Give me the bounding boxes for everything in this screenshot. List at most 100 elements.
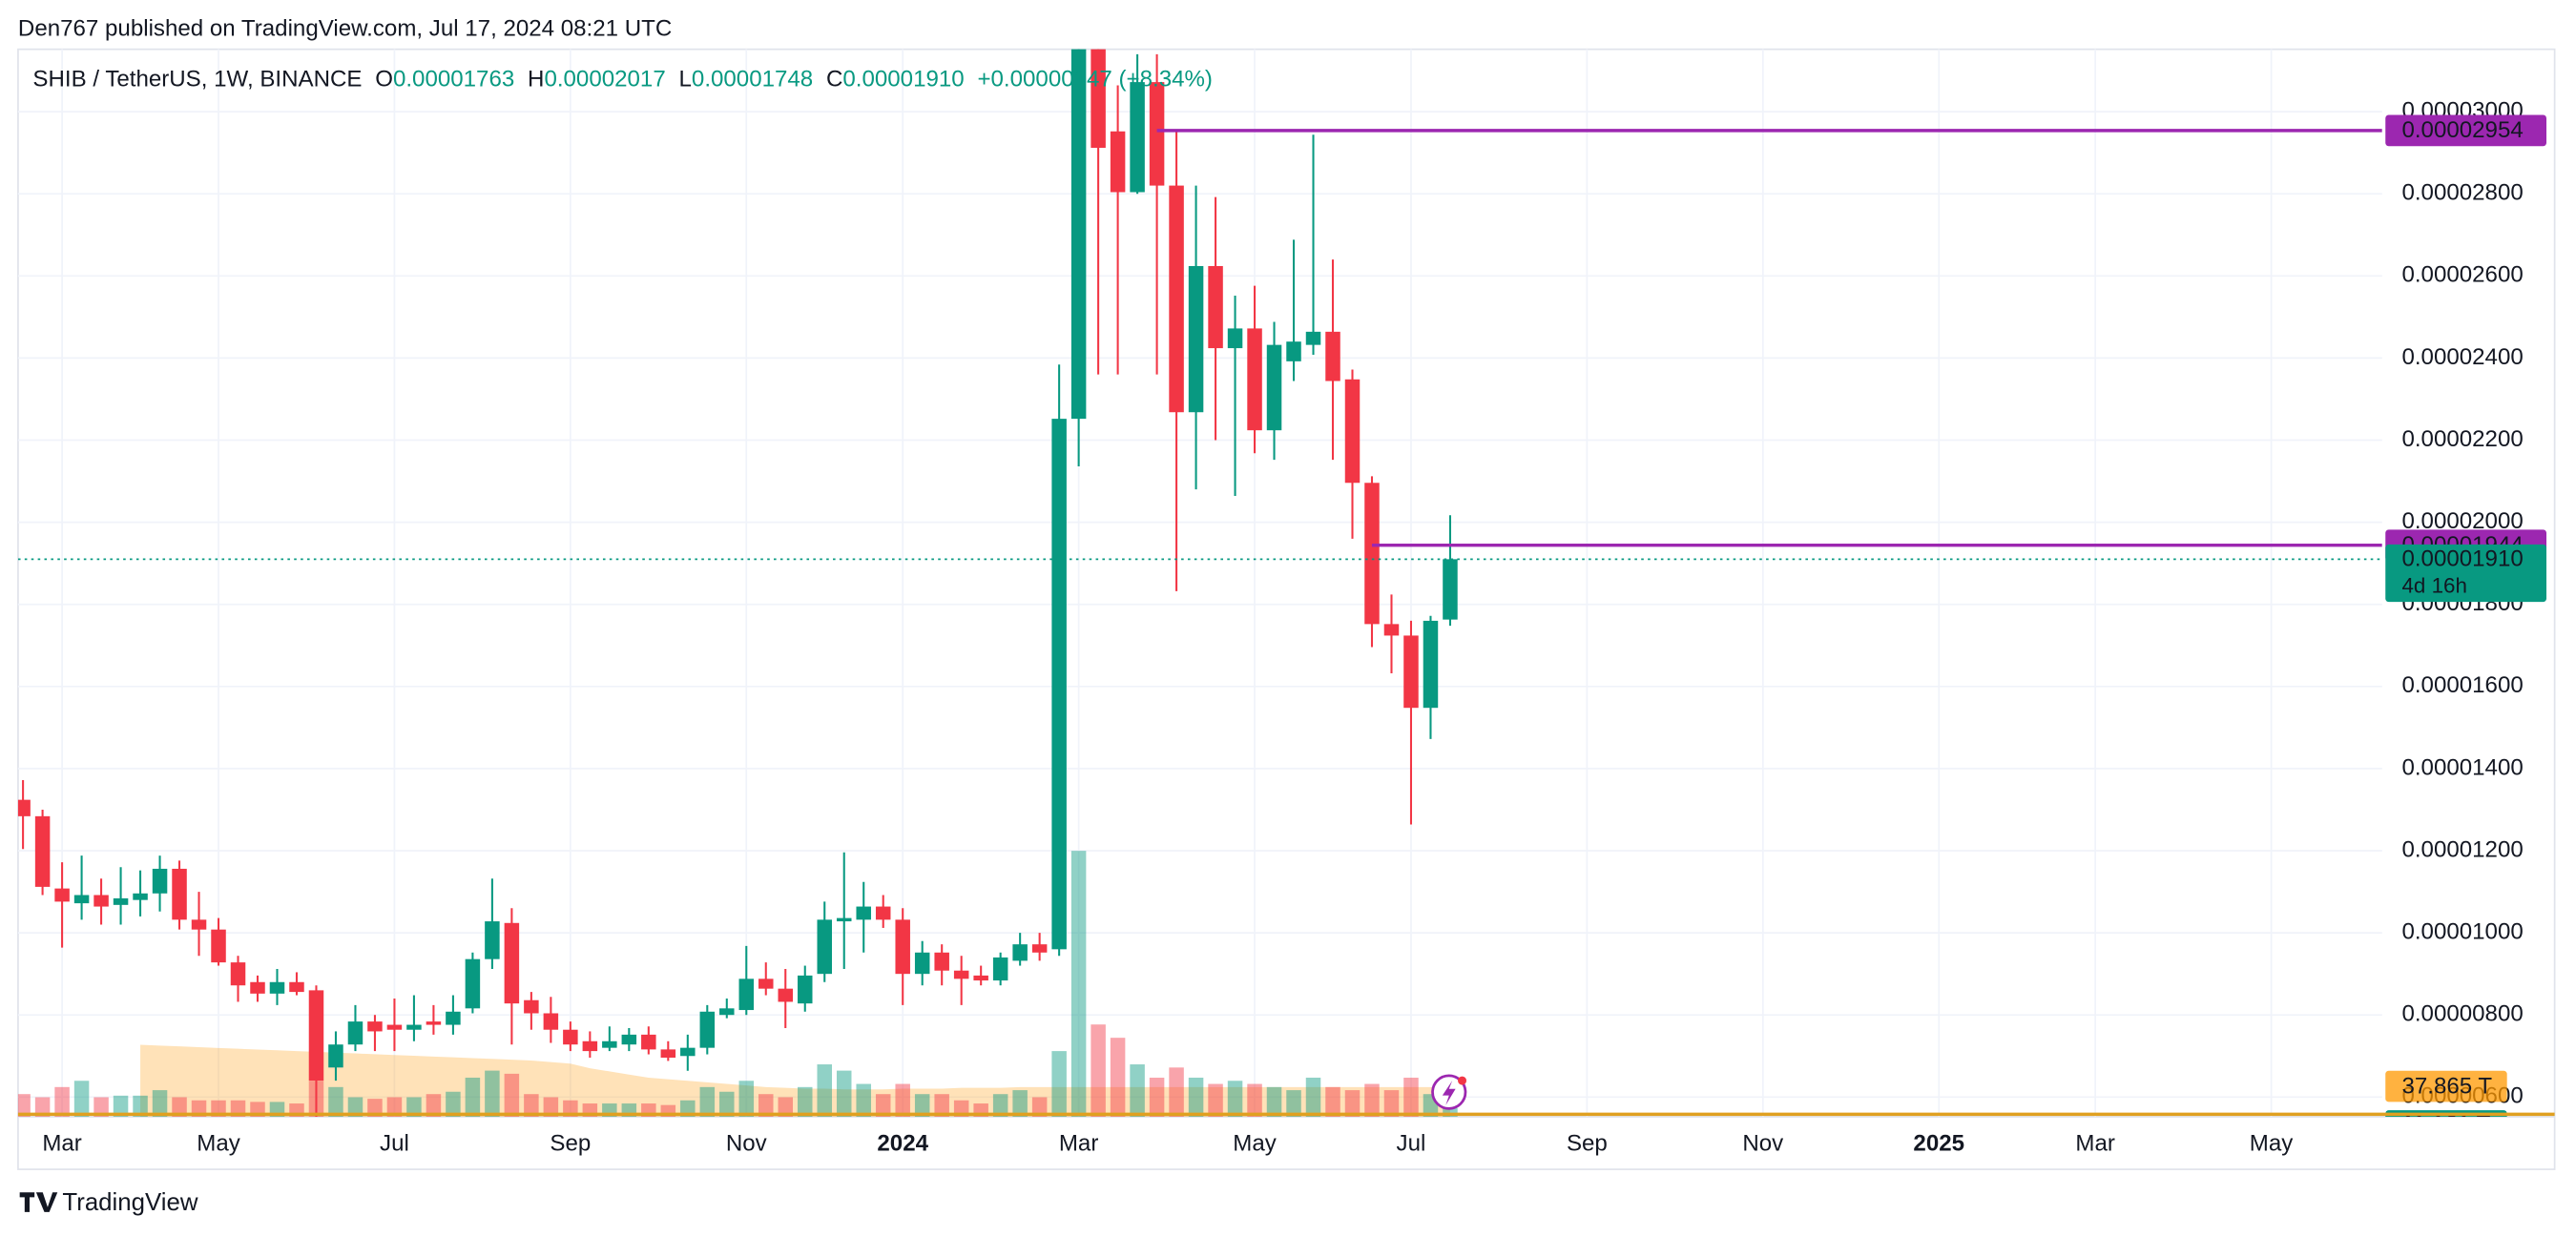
x-tick-label: Mar bbox=[2075, 1131, 2114, 1157]
volume-bar bbox=[719, 1091, 735, 1117]
x-tick-label: Nov bbox=[1742, 1131, 1783, 1157]
candle-body bbox=[641, 1034, 656, 1050]
volume-bar bbox=[133, 1095, 148, 1117]
y-tick-label: 0.00001200 bbox=[2401, 836, 2523, 862]
candle-body bbox=[1110, 131, 1126, 193]
candle-body bbox=[1344, 379, 1361, 484]
candle-body bbox=[93, 895, 109, 907]
candle-body bbox=[1423, 620, 1439, 709]
volume-bar bbox=[367, 1099, 383, 1117]
volume-bar bbox=[328, 1086, 343, 1117]
candle-body bbox=[1325, 331, 1340, 381]
volume-bar bbox=[875, 1094, 891, 1117]
volume-bar bbox=[758, 1094, 774, 1117]
candle-body bbox=[602, 1040, 617, 1048]
y-tick-label: 0.00002200 bbox=[2401, 426, 2523, 452]
volume-bar bbox=[1443, 1107, 1458, 1117]
legend-ohlc: O0.00001763 H0.00002017 L0.00001748 C0.0000… bbox=[375, 67, 964, 93]
last-price-label: 0.00001910 bbox=[2401, 546, 2523, 572]
legend-value: 0.00002017 bbox=[544, 67, 665, 93]
candle-body bbox=[1266, 344, 1282, 431]
volume-bar bbox=[504, 1073, 520, 1117]
grid bbox=[17, 49, 2382, 1117]
candle-body bbox=[1130, 82, 1145, 193]
volume-bar bbox=[1325, 1086, 1340, 1117]
legend-key: C bbox=[826, 67, 842, 93]
volume-bar bbox=[798, 1086, 813, 1117]
volume-bar bbox=[446, 1091, 461, 1117]
time-axis: Mar May Jul Sep Nov 2024 Mar May Jul Sep Nov 2025 Ma… bbox=[42, 1131, 2293, 1157]
candle-body bbox=[758, 978, 774, 989]
x-tick-label: 2024 bbox=[877, 1131, 928, 1157]
volume-bar bbox=[347, 1097, 364, 1117]
candle-body bbox=[406, 1024, 422, 1030]
volume-bar bbox=[426, 1094, 442, 1117]
legend-value: 0.00001763 bbox=[393, 67, 514, 93]
candle-body bbox=[1169, 185, 1184, 413]
volume-bar bbox=[1051, 1051, 1067, 1117]
publish-header: Den767 published on TradingView.com, Jul… bbox=[18, 15, 672, 41]
candle-body bbox=[1227, 328, 1243, 349]
candle-body bbox=[289, 981, 304, 993]
volume-bar bbox=[1169, 1067, 1184, 1117]
candle-body bbox=[367, 1021, 383, 1032]
candle-body bbox=[914, 952, 930, 975]
volume-ma-label-box bbox=[2385, 1070, 2507, 1102]
volume-bar bbox=[699, 1086, 716, 1117]
candle-body bbox=[34, 815, 51, 887]
level-label: 0.00002954 bbox=[2401, 117, 2523, 143]
volume-bar bbox=[1012, 1090, 1028, 1117]
candle-body bbox=[1149, 82, 1165, 186]
candle-body bbox=[328, 1044, 343, 1068]
chart-frame bbox=[17, 48, 2556, 1170]
candle-body bbox=[1091, 49, 1106, 148]
alert-icon bbox=[1431, 1074, 1467, 1110]
candle-body bbox=[504, 922, 520, 1004]
legend-key: H bbox=[528, 67, 544, 93]
candle-body bbox=[836, 917, 852, 922]
volume-bar bbox=[1364, 1083, 1380, 1117]
legend-value: 0.00001910 bbox=[842, 67, 964, 93]
legend: SHIB / TetherUS, 1W, BINANCE O0.00001763 H… bbox=[32, 67, 1213, 93]
y-tick-label: 0.00002600 bbox=[2401, 262, 2523, 288]
candle-body bbox=[1012, 944, 1028, 961]
volume-bar bbox=[1208, 1083, 1223, 1117]
volume-bar bbox=[465, 1077, 481, 1117]
volume-bar bbox=[54, 1086, 70, 1117]
volume-bar bbox=[1247, 1083, 1262, 1117]
volume-bar bbox=[1188, 1077, 1204, 1117]
candle-body bbox=[1305, 331, 1321, 345]
volume-bar bbox=[778, 1097, 794, 1117]
y-tick-label: 0.00001400 bbox=[2401, 754, 2523, 780]
candle-body bbox=[719, 1008, 735, 1016]
x-tick-label: Jul bbox=[380, 1131, 409, 1157]
plot-area bbox=[17, 49, 2382, 1117]
candle-body bbox=[563, 1029, 578, 1045]
candle-body bbox=[73, 895, 90, 904]
candle-body bbox=[1383, 624, 1400, 636]
volume-bar bbox=[172, 1097, 187, 1117]
candle-body bbox=[1247, 328, 1262, 431]
legend-change: +0.00000147 (+8.34%) bbox=[977, 67, 1212, 93]
volume-bar bbox=[1110, 1038, 1126, 1117]
candle-body bbox=[543, 1013, 559, 1030]
x-tick-label: Sep bbox=[550, 1131, 591, 1157]
legend-value: 0.00001748 bbox=[692, 67, 813, 93]
volume-bar bbox=[856, 1083, 871, 1117]
volume-bar bbox=[1130, 1064, 1145, 1117]
y-tick-label: 0.00000800 bbox=[2401, 1001, 2523, 1027]
candle-body bbox=[798, 975, 813, 1004]
candle-body bbox=[992, 957, 1008, 981]
volume-bar bbox=[836, 1070, 852, 1117]
volume-bar bbox=[1286, 1090, 1301, 1117]
volume-bar bbox=[543, 1097, 559, 1117]
volume-bar bbox=[524, 1094, 539, 1117]
volume-bar bbox=[17, 1094, 31, 1117]
legend-symbol: SHIB / TetherUS, 1W, BINANCE bbox=[32, 67, 362, 93]
y-tick-label: 0.00001000 bbox=[2401, 918, 2523, 944]
candle-body bbox=[660, 1049, 676, 1058]
candle-body bbox=[1403, 635, 1419, 709]
y-tick-label: 0.00002400 bbox=[2401, 344, 2523, 370]
